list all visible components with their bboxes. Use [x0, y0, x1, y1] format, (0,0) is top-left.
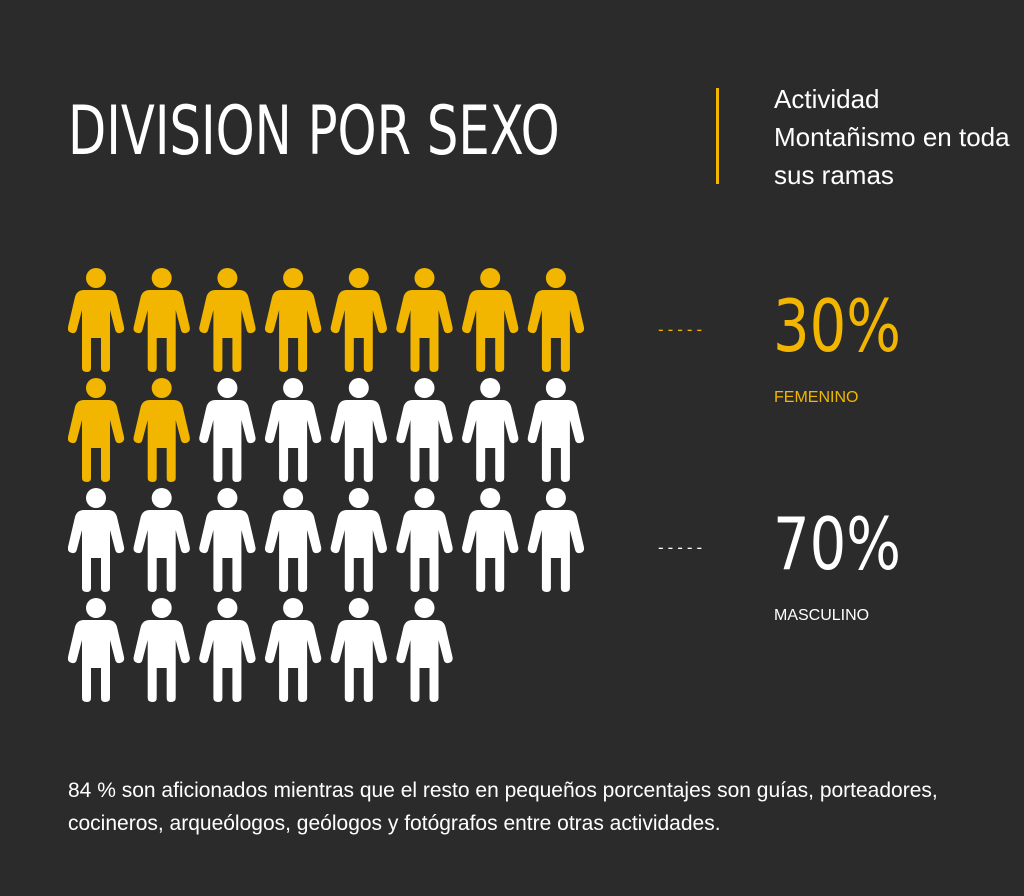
person-icon	[330, 598, 387, 702]
person-icon	[68, 598, 125, 702]
person-icon	[199, 598, 256, 702]
person-icon	[199, 378, 256, 482]
person-icon	[396, 598, 453, 702]
person-icon	[68, 378, 125, 482]
person-icon	[396, 378, 453, 482]
person-icon	[330, 268, 387, 372]
person-icon	[68, 268, 125, 372]
person-icon	[396, 268, 453, 372]
person-icon	[133, 598, 190, 702]
person-icon	[330, 488, 387, 592]
person-icon	[133, 488, 190, 592]
person-icon	[462, 488, 519, 592]
person-icon	[396, 488, 453, 592]
person-icon	[68, 488, 125, 592]
person-icon	[264, 268, 322, 372]
person-icon	[264, 598, 322, 702]
person-icon	[133, 268, 190, 372]
person-icon	[264, 378, 322, 482]
femenino-percent: 30%	[773, 284, 902, 368]
footnote: 84 % son aficionados mientras que el res…	[68, 779, 938, 835]
masculino-connector: -----	[656, 538, 705, 557]
femenino-connector: -----	[656, 320, 705, 339]
person-icon	[462, 268, 519, 372]
person-icon	[199, 488, 256, 592]
masculino-percent: 70%	[773, 502, 902, 586]
person-icon	[330, 378, 387, 482]
person-icon	[264, 488, 322, 592]
title-divider	[716, 88, 719, 184]
person-icon	[527, 268, 585, 372]
person-icon	[462, 378, 519, 482]
masculino-label: MASCULINO	[774, 607, 870, 624]
femenino-label: FEMENINO	[774, 389, 859, 406]
person-icon	[133, 378, 190, 482]
infographic-subtitle: Actividad Montañismo en toda sus ramas	[774, 84, 1010, 190]
person-icon	[199, 268, 256, 372]
person-icon	[527, 378, 585, 482]
person-pictogram	[68, 268, 585, 702]
infographic-title: DIVISION POR SEXO	[68, 92, 560, 171]
person-icon	[527, 488, 585, 592]
